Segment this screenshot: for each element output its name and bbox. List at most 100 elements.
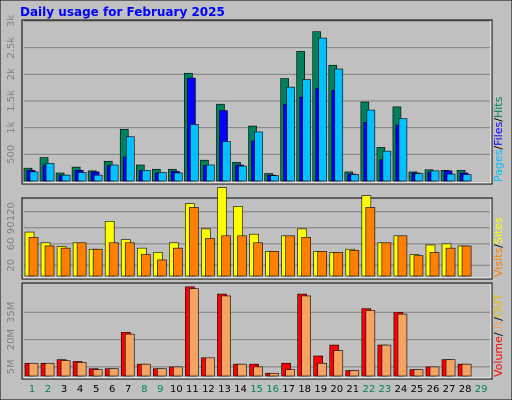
- bar: [28, 237, 39, 277]
- bar: [397, 313, 408, 377]
- bar: [157, 259, 167, 277]
- x-tick-label: 4: [77, 384, 83, 395]
- legend-entry: Files: [492, 121, 505, 145]
- y-tick-label: 1k: [6, 121, 17, 133]
- bar: [285, 235, 295, 277]
- bar: [174, 172, 183, 182]
- legend-entry: IN: [492, 321, 505, 332]
- x-tick-label: 24: [395, 384, 408, 395]
- x-tick-label: 27: [443, 384, 456, 395]
- y-tick-label: 20: [6, 259, 17, 272]
- bar: [237, 235, 247, 277]
- bar: [317, 251, 328, 277]
- bar: [462, 174, 472, 182]
- bar: [317, 362, 328, 377]
- x-tick-label: 3: [61, 384, 67, 395]
- bar: [350, 174, 360, 182]
- bar: [270, 175, 279, 182]
- bar: [124, 333, 135, 377]
- x-tick-label: 7: [125, 384, 131, 395]
- bar: [125, 136, 135, 182]
- bar: [381, 344, 392, 377]
- legend-entry: Visits: [492, 248, 505, 277]
- bar: [349, 370, 360, 377]
- x-tick-label: 13: [218, 384, 231, 395]
- bar: [157, 368, 167, 377]
- bar: [60, 360, 71, 377]
- x-tick-label: 22: [362, 384, 375, 395]
- bar: [413, 255, 424, 277]
- bar: [430, 170, 440, 182]
- bar: [254, 131, 263, 182]
- plot-area: [21, 282, 493, 380]
- x-tick-label: 5: [93, 384, 99, 395]
- bar: [206, 164, 215, 182]
- bar: [61, 174, 71, 182]
- x-tick-label: 12: [202, 384, 215, 395]
- bar: [60, 247, 71, 277]
- legend-separator: /: [492, 244, 505, 248]
- bar: [109, 164, 119, 182]
- bar: [269, 372, 279, 377]
- bar: [366, 109, 376, 182]
- bar: [333, 252, 344, 277]
- bar: [173, 247, 183, 277]
- x-tick-label: 9: [157, 384, 163, 395]
- x-tick-label: 25: [411, 384, 424, 395]
- bar: [158, 172, 167, 182]
- bar: [29, 171, 39, 182]
- x-tick-label: 14: [234, 384, 247, 395]
- y-tick-label: 90: [6, 221, 17, 234]
- bar: [45, 163, 55, 182]
- bar: [189, 288, 199, 377]
- y-tick-label: 1.5k: [6, 90, 17, 112]
- bar: [237, 363, 247, 377]
- bar: [461, 363, 472, 377]
- y-tick-label: 35M: [6, 302, 17, 323]
- bar: [318, 37, 328, 182]
- bar: [44, 362, 55, 377]
- bar: [140, 363, 151, 377]
- x-tick-label: 20: [330, 384, 343, 395]
- bar: [92, 248, 103, 277]
- bar: [238, 165, 247, 182]
- legend-separator: /: [492, 317, 505, 321]
- bar: [189, 207, 199, 277]
- bar: [445, 247, 456, 277]
- x-tick-label: 16: [266, 384, 279, 395]
- bar: [429, 252, 440, 277]
- bar: [190, 124, 199, 182]
- x-tick-label: 6: [109, 384, 115, 395]
- y-tick-label: 60: [6, 237, 17, 250]
- bar: [140, 254, 151, 277]
- x-tick-label: 28: [459, 384, 472, 395]
- x-tick-label: 19: [314, 384, 327, 395]
- y-tick-label: 5M: [6, 359, 17, 374]
- bar: [77, 172, 87, 182]
- bar: [76, 362, 87, 377]
- x-tick-label: 18: [298, 384, 311, 395]
- legend: Visits/Sites: [492, 217, 505, 277]
- x-tick-label: 23: [379, 384, 392, 395]
- legend: Pages/Files/Hits: [492, 96, 505, 182]
- bar: [445, 359, 456, 377]
- bar: [333, 350, 344, 377]
- bar: [429, 366, 440, 377]
- bar: [381, 242, 392, 277]
- chart-title: Daily usage for February 2025: [20, 5, 225, 19]
- y-tick-label: 2k: [6, 68, 17, 80]
- x-tick-label: 8: [141, 384, 147, 395]
- bar: [141, 170, 151, 182]
- legend: Volume/IN/OUT: [492, 293, 505, 377]
- bar: [446, 173, 456, 182]
- y-tick-label: 120: [6, 202, 17, 221]
- legend-entry: OUT: [492, 293, 505, 317]
- bar: [124, 242, 135, 277]
- legend-entry: Hits: [492, 96, 505, 118]
- bar: [221, 295, 231, 377]
- legend-separator: /: [492, 146, 505, 150]
- bar: [301, 237, 311, 277]
- bar: [93, 174, 103, 182]
- y-tick-label: 500: [6, 145, 17, 164]
